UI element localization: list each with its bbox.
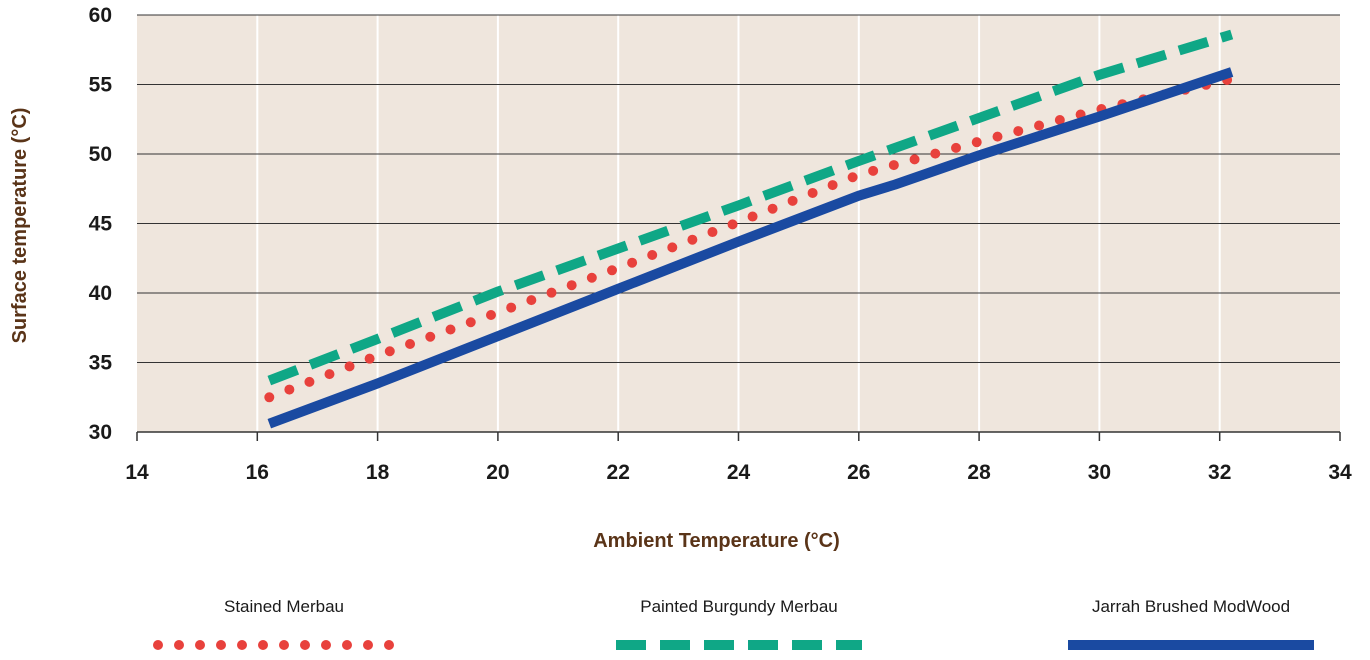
x-tick-label: 32 — [1208, 461, 1231, 484]
x-tick-label: 24 — [727, 461, 751, 484]
legend-label: Jarrah Brushed ModWood — [1092, 597, 1290, 616]
series-layer — [264, 29, 1237, 429]
y-tick-label: 50 — [89, 143, 112, 166]
legend-label: Painted Burgundy Merbau — [640, 597, 838, 616]
series-line-3 — [267, 67, 1234, 429]
x-tick-label: 14 — [125, 461, 149, 484]
y-tick-label: 55 — [89, 74, 113, 97]
x-tick-label: 22 — [607, 461, 630, 484]
x-tick-label: 18 — [366, 461, 390, 484]
series-line-1 — [264, 73, 1237, 403]
y-axis-tick-labels: 30 35 40 45 50 55 60 — [89, 4, 113, 444]
y-tick-label: 35 — [89, 352, 113, 375]
x-axis-title: Ambient Temperature (°C) — [593, 530, 840, 552]
x-axis: 14 16 18 20 22 24 26 28 30 32 34 — [125, 431, 1352, 484]
x-tick-label: 28 — [967, 461, 991, 484]
series-line-2 — [267, 29, 1234, 386]
y-axis-title: Surface temperature (°C) — [9, 108, 31, 344]
y-tick-label: 60 — [89, 4, 112, 27]
y-tick-label: 30 — [89, 421, 112, 444]
legend: Stained Merbau Painted Burgundy Merbau Jar… — [153, 597, 1314, 650]
x-tick-label: 16 — [246, 461, 269, 484]
x-tick-label: 20 — [486, 461, 509, 484]
x-tick-label: 26 — [847, 461, 870, 484]
x-tick-label: 34 — [1328, 461, 1352, 484]
x-tick-label: 30 — [1088, 461, 1111, 484]
legend-label: Stained Merbau — [224, 597, 344, 616]
y-tick-label: 40 — [89, 282, 112, 305]
y-tick-label: 45 — [89, 213, 113, 236]
horizontal-gridlines — [137, 14, 1340, 363]
